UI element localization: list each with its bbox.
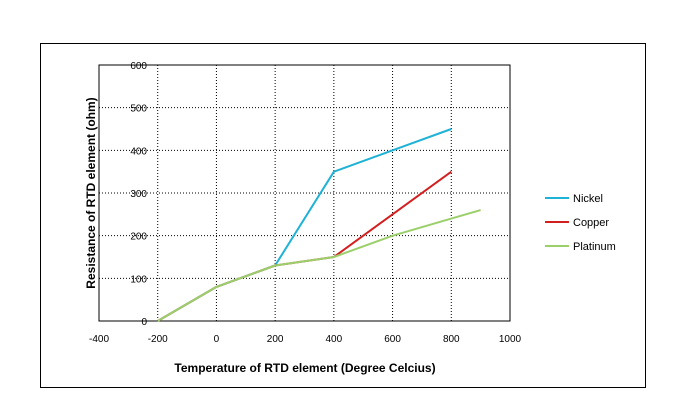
plot-area (98, 64, 511, 322)
series-line-platinum (157, 209, 481, 322)
y-tick-labels: 0 100 200 300 400 500 600 (130, 61, 147, 328)
x-tick-label: 1000 (499, 334, 522, 345)
gridlines (99, 65, 510, 321)
x-tick-label: 200 (267, 334, 284, 345)
x-tick-label: 0 (214, 334, 220, 345)
y-tick-label: 600 (130, 61, 147, 72)
y-axis-title: Resistance of RTD element (ohm) (84, 97, 98, 288)
legend-label-nickel: Nickel (573, 193, 603, 205)
x-tick-labels: -400 -200 0 200 400 600 800 1000 (89, 334, 522, 345)
x-tick-label: 800 (443, 334, 460, 345)
y-tick-label: 100 (130, 274, 147, 285)
y-tick-label: 500 (130, 104, 147, 115)
y-tick-label: 200 (130, 232, 147, 243)
x-tick-label: -400 (89, 334, 109, 345)
legend-label-platinum: Platinum (573, 241, 616, 253)
series-lines (157, 128, 481, 322)
y-tick-label: 0 (141, 317, 147, 328)
legend: Nickel Copper Platinum (545, 193, 616, 253)
x-axis-title: Temperature of RTD element (Degree Celci… (174, 361, 435, 375)
y-tick-label: 400 (130, 146, 147, 157)
x-tick-label: 600 (384, 334, 401, 345)
x-tick-label: -200 (148, 334, 168, 345)
legend-label-copper: Copper (573, 217, 609, 229)
x-tick-label: 400 (326, 334, 343, 345)
y-tick-label: 300 (130, 189, 147, 200)
